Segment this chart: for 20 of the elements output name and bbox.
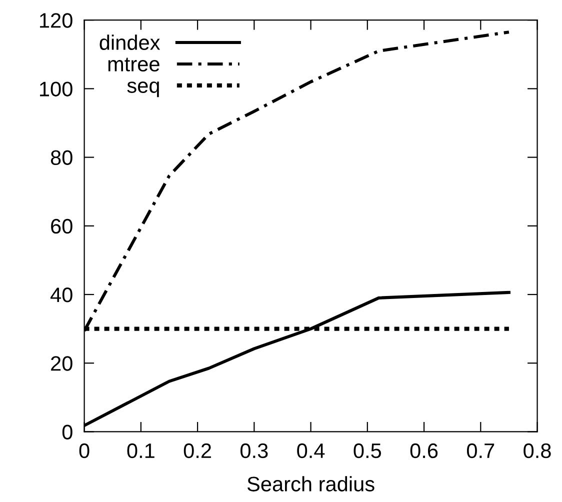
y-tick-label: 0: [62, 424, 72, 440]
x-tick-label: 0.6: [410, 443, 438, 458]
x-tick-label: 0.4: [297, 443, 325, 458]
x-axis-title: Search radius: [247, 476, 374, 492]
y-tick-label: 120: [40, 13, 72, 28]
legend-label: dindex: [100, 34, 160, 50]
x-tick-label: 0.7: [466, 443, 494, 458]
y-tick-label: 60: [51, 218, 72, 234]
x-tick-label: 0.8: [524, 443, 551, 458]
x-tick-label: 0.3: [240, 443, 268, 458]
x-tick-label: 0.5: [354, 443, 382, 458]
legend-label: mtree: [108, 58, 160, 72]
x-tick-label: 0: [79, 443, 90, 458]
legend-label: seq: [127, 82, 159, 98]
y-tick-label: 100: [40, 82, 72, 96]
y-tick-label: 40: [50, 288, 72, 302]
x-tick-label: 0.1: [127, 443, 154, 458]
x-tick-label: 0.2: [184, 443, 211, 458]
y-tick-label: 80: [50, 150, 72, 166]
y-tick-label: 20: [51, 356, 72, 371]
